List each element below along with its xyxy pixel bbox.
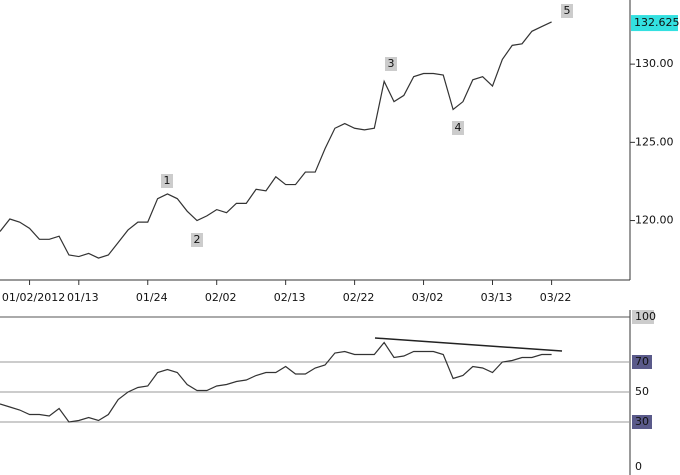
y-tick-label: 30 — [635, 415, 649, 428]
last-price-box — [631, 15, 678, 32]
wave-label: 2 — [194, 233, 201, 246]
tick-box — [632, 415, 652, 429]
price-line — [0, 21, 552, 259]
y-tick-label: 130.00 — [635, 57, 674, 70]
wave-label: 5 — [564, 4, 571, 17]
x-tick-label: 03/02 — [412, 291, 444, 304]
y-tick-label: 70 — [635, 355, 649, 368]
y-tick-label: 0 — [635, 460, 642, 473]
wave-label-box — [452, 121, 464, 135]
x-tick-label: 01/13 — [67, 291, 99, 304]
y-tick-label: 50 — [635, 385, 649, 398]
wave-label-box — [385, 57, 397, 71]
x-tick-label: 03/13 — [481, 291, 513, 304]
x-tick-label: 03/22 — [540, 291, 572, 304]
tick-box — [632, 310, 654, 324]
x-tick-label: 02/22 — [343, 291, 375, 304]
y-tick-label: 100 — [635, 310, 656, 323]
wave-label: 1 — [164, 174, 171, 187]
x-tick-label: 02/13 — [274, 291, 306, 304]
price-line — [0, 341, 552, 423]
y-tick-label: 120.00 — [635, 214, 674, 227]
last-price: 132.625 — [634, 16, 680, 29]
x-tick-label: 01/24 — [136, 291, 168, 304]
wave-label-box — [191, 233, 203, 247]
wave-label: 4 — [455, 121, 462, 134]
x-tick-label: 02/02 — [205, 291, 237, 304]
x-tick-label: 01/02/2012 — [2, 291, 65, 304]
y-tick-label: 125.00 — [635, 135, 674, 148]
wave-label-box — [161, 174, 173, 188]
tick-box — [632, 355, 652, 369]
trend-line — [374, 337, 563, 352]
wave-label: 3 — [388, 57, 395, 70]
wave-label-box — [561, 4, 573, 18]
